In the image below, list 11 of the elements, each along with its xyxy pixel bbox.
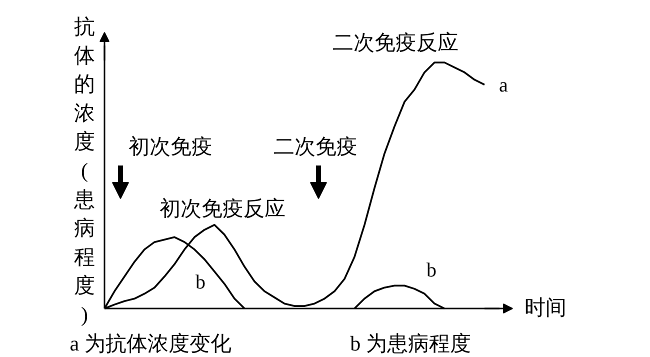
text: 二次免疫反应 [332, 30, 458, 54]
text: b 为患病程度 [350, 332, 471, 356]
series-label: a [499, 74, 508, 96]
annotation: 二次免疫 [274, 134, 358, 158]
x-axis-title: 时间 [524, 296, 566, 320]
annotation: 初次免疫 [128, 134, 212, 158]
annotation: b [426, 260, 436, 282]
annotation: 初次免疫反应 [160, 196, 286, 220]
series-label: b [196, 272, 206, 294]
text: a 为抗体浓度变化 [70, 332, 232, 356]
text: 抗体的浓度(患病程度) [74, 14, 95, 326]
